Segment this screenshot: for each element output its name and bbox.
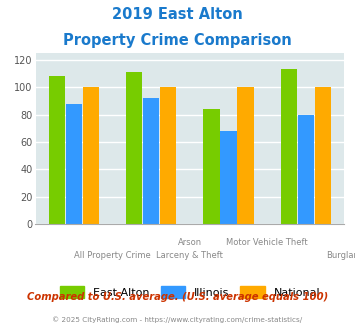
Legend: East Alton, Illinois, National: East Alton, Illinois, National <box>55 281 325 302</box>
Bar <box>298 115 314 224</box>
Text: Motor Vehicle Theft: Motor Vehicle Theft <box>226 238 308 247</box>
Text: Arson: Arson <box>178 238 202 247</box>
Text: 2019 East Alton: 2019 East Alton <box>112 7 243 21</box>
Bar <box>160 87 176 224</box>
Text: © 2025 CityRating.com - https://www.cityrating.com/crime-statistics/: © 2025 CityRating.com - https://www.city… <box>53 317 302 323</box>
Bar <box>126 72 142 224</box>
Text: Compared to U.S. average. (U.S. average equals 100): Compared to U.S. average. (U.S. average … <box>27 292 328 302</box>
Bar <box>237 87 253 224</box>
Bar <box>143 98 159 224</box>
Text: Property Crime Comparison: Property Crime Comparison <box>63 33 292 48</box>
Bar <box>220 131 236 224</box>
Text: All Property Crime: All Property Crime <box>74 251 151 260</box>
Text: Larceny & Theft: Larceny & Theft <box>157 251 223 260</box>
Bar <box>315 87 331 224</box>
Bar <box>49 76 65 224</box>
Bar <box>66 104 82 224</box>
Bar <box>83 87 99 224</box>
Bar <box>281 69 297 224</box>
Text: Burglary: Burglary <box>326 251 355 260</box>
Bar <box>203 109 220 224</box>
